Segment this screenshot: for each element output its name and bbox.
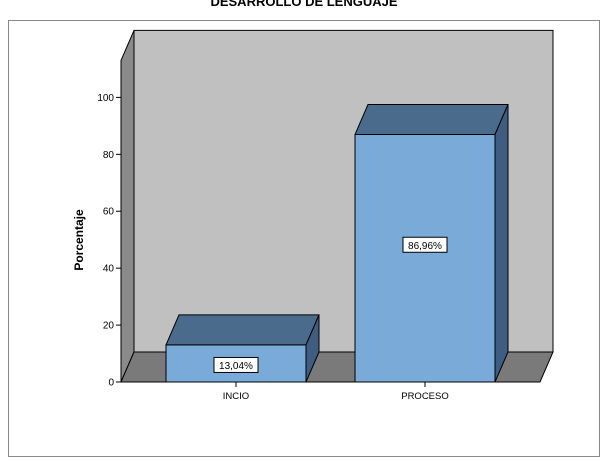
data-label-box — [213, 356, 259, 373]
side-wall — [120, 30, 135, 383]
y-tick-label: 100 — [97, 93, 114, 104]
y-axis: 0 20 40 60 80 100 — [97, 60, 122, 389]
x-tick-label: PROCESO — [401, 391, 449, 402]
data-label: 86,96% — [408, 241, 442, 252]
bar-side — [494, 104, 509, 383]
y-tick-label: 80 — [103, 150, 115, 161]
y-tick-label: 40 — [103, 264, 115, 275]
y-tick-label: 60 — [103, 207, 115, 218]
y-axis-label: Porcentaje — [72, 209, 86, 271]
y-tick-label: 0 — [108, 378, 114, 389]
x-tick-label: INCIO — [223, 391, 249, 402]
data-label: 13,04% — [219, 361, 253, 372]
bar-top — [165, 314, 320, 346]
bar-top — [354, 104, 509, 136]
chart-title: DESARROLLO DE LENGUAJE — [210, 0, 398, 9]
bar-side — [305, 314, 320, 383]
data-label-box — [402, 236, 448, 253]
bar-proceso: 86,96% PROCESO — [354, 104, 509, 402]
bar-incio: 13,04% INCIO — [165, 314, 320, 402]
bar-front — [354, 134, 496, 383]
y-tick-label: 20 — [103, 321, 115, 332]
bars: 13,04% INCIO 86,96% PROCESO — [165, 104, 509, 402]
